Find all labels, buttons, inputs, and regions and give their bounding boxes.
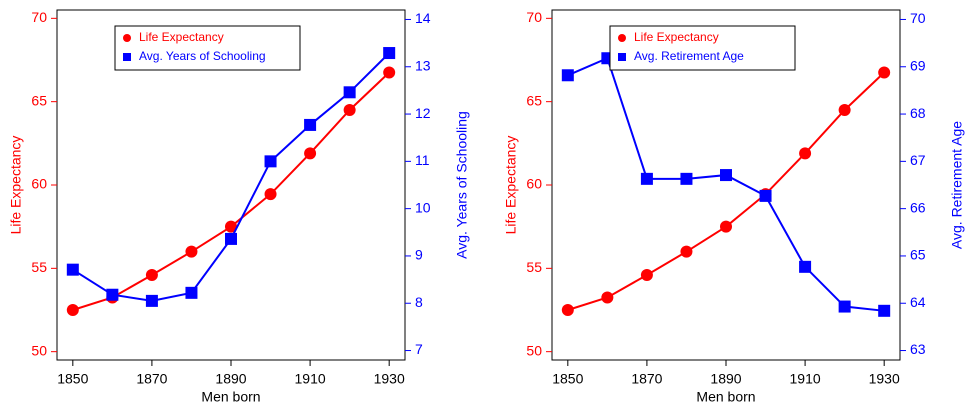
x-axis-label: Men born: [696, 389, 755, 405]
y2-tick-label: 9: [415, 247, 423, 263]
series-line: [567, 56, 885, 312]
legend-label: Avg. Retirement Age: [634, 49, 744, 63]
marker: [680, 245, 693, 258]
y-tick-label: 65: [31, 92, 47, 108]
marker: [720, 220, 732, 233]
chart: 1850 1870 1890 1910 1930 50 55 60 65 70 63 64 65 66 67…: [503, 9, 965, 405]
y-axis-label: Life Expectancy: [8, 136, 24, 235]
series-line: [567, 71, 885, 311]
marker: [601, 291, 614, 304]
y-tick-label: 65: [526, 92, 542, 108]
marker: [720, 169, 732, 182]
y2-axis-label: Avg. Years of Schooling: [454, 111, 470, 259]
legend-box: [609, 25, 796, 71]
marker: [878, 304, 891, 317]
marker: [304, 147, 317, 160]
marker: [838, 104, 851, 116]
x-tick-label: 1890: [215, 371, 246, 387]
y2-tick-label: 66: [910, 199, 926, 215]
legend-label: Life Expectancy: [139, 30, 224, 44]
x-tick-label: 1850: [57, 371, 88, 387]
marker: [561, 304, 574, 316]
marker: [225, 232, 237, 245]
y2-tick-label: 8: [415, 294, 423, 310]
marker: [838, 300, 851, 313]
x-axis-label: Men born: [201, 389, 260, 405]
y-tick-label: 55: [31, 259, 47, 275]
x-tick-label: 1930: [869, 371, 900, 387]
x-tick-label: 1910: [790, 371, 821, 387]
marker: [145, 269, 158, 281]
x-tick-label: 1930: [374, 371, 405, 387]
y2-tick-label: 70: [910, 10, 926, 26]
y-tick-label: 70: [526, 9, 542, 25]
legend-marker: [618, 53, 626, 61]
y-tick-label: 60: [526, 176, 542, 192]
y2-tick-label: 64: [910, 294, 926, 310]
marker: [561, 69, 574, 82]
y2-tick-label: 67: [910, 152, 926, 168]
y2-tick-label: 12: [415, 105, 431, 121]
y2-tick-label: 14: [415, 10, 431, 26]
y2-tick-label: 11: [415, 152, 430, 168]
marker: [225, 220, 237, 233]
marker: [383, 66, 396, 79]
y-axis-label: Life Expectancy: [503, 136, 519, 235]
y2-axis-label: Avg. Retirement Age: [949, 121, 965, 249]
marker: [264, 155, 277, 168]
marker: [66, 263, 79, 276]
legend-marker: [618, 34, 626, 42]
marker: [799, 260, 812, 273]
x-tick-label: 1850: [552, 371, 583, 387]
marker: [106, 288, 119, 301]
legend-box: [114, 25, 301, 71]
y-tick-label: 50: [31, 342, 47, 358]
y-tick-label: 70: [31, 9, 47, 25]
y2-tick-label: 68: [910, 105, 926, 121]
marker: [343, 104, 356, 116]
x-tick-label: 1890: [710, 371, 741, 387]
legend-label: Life Expectancy: [634, 30, 719, 44]
legend-marker: [123, 34, 131, 42]
marker: [343, 86, 356, 99]
marker: [66, 304, 79, 316]
marker: [185, 286, 198, 299]
marker: [601, 52, 614, 65]
marker: [304, 118, 317, 131]
x-tick-label: 1870: [136, 371, 167, 387]
y-tick-label: 60: [31, 176, 47, 192]
chart: 1850 1870 1890 1910 1930 50 55 60 65 70 7 8 9 10 11 12 1…: [8, 9, 470, 405]
legend-marker: [123, 53, 131, 61]
marker: [799, 147, 812, 160]
series-line: [72, 71, 390, 311]
x-tick-label: 1870: [631, 371, 662, 387]
x-tick-label: 1910: [295, 371, 326, 387]
y2-tick-label: 65: [910, 247, 926, 263]
marker: [264, 188, 277, 201]
y2-tick-label: 69: [910, 57, 926, 73]
legend-label: Avg. Years of Schooling: [139, 49, 266, 63]
marker: [640, 172, 653, 185]
y2-tick-label: 13: [415, 57, 431, 73]
y-tick-label: 50: [526, 342, 542, 358]
marker: [680, 172, 693, 185]
marker: [185, 245, 198, 258]
y-tick-label: 55: [526, 259, 542, 275]
marker: [145, 294, 158, 307]
marker: [640, 269, 653, 281]
marker: [759, 189, 772, 202]
marker: [383, 47, 396, 60]
y2-tick-label: 63: [910, 341, 926, 357]
marker: [878, 66, 891, 79]
series-line: [72, 52, 390, 302]
y2-tick-label: 7: [415, 341, 423, 357]
y2-tick-label: 10: [415, 199, 431, 215]
